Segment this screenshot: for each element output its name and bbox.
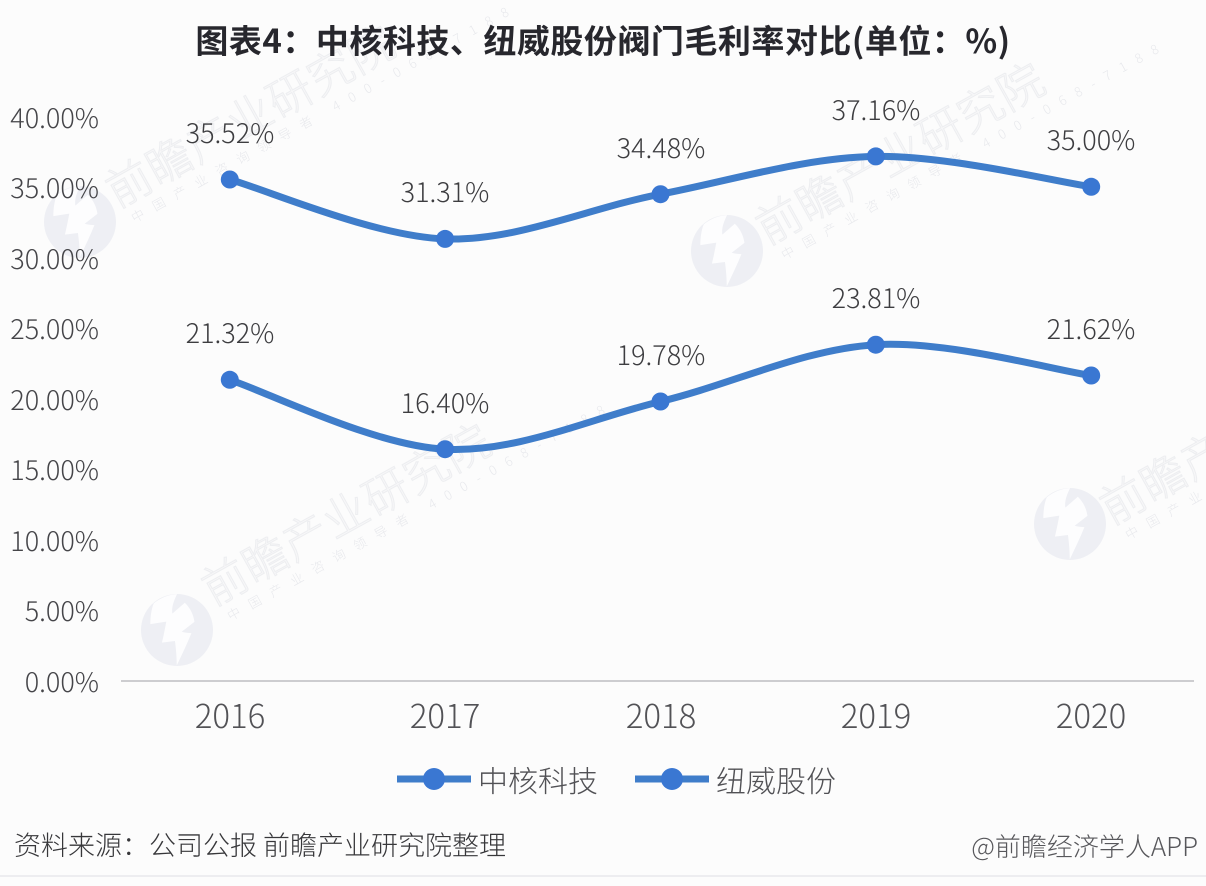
data-point-label: 35.52% (185, 112, 275, 151)
data-point-label: 21.62% (1046, 308, 1136, 347)
chart-title: 图表4：中核科技、纽威股份阀门毛利率对比(单位：%) (195, 15, 1011, 63)
data-point-label: 21.32% (185, 312, 275, 351)
data-point-marker[interactable] (220, 370, 239, 389)
data-point-marker[interactable] (651, 392, 670, 411)
data-point-marker[interactable] (436, 440, 455, 459)
data-point-marker[interactable] (651, 185, 670, 204)
data-point-label: 16.40% (400, 382, 490, 421)
data-point-label: 37.16% (831, 89, 921, 128)
data-point-marker[interactable] (1082, 177, 1101, 196)
x-tick-label: 2017 (409, 690, 481, 738)
legend-line-marker-icon (635, 768, 709, 790)
data-point-marker[interactable] (436, 229, 455, 248)
y-tick-label: 40.00% (10, 97, 99, 136)
y-tick-label: 10.00% (10, 520, 99, 559)
data-point-marker[interactable] (220, 170, 239, 189)
y-tick-label: 15.00% (10, 449, 99, 488)
data-point-label: 34.48% (616, 127, 706, 166)
attribution: @前瞻经济学人APP (971, 827, 1198, 864)
y-tick-label: 30.00% (10, 238, 99, 277)
y-tick-label: 35.00% (10, 167, 99, 206)
legend-label: 中核科技 (478, 757, 598, 801)
legend-item[interactable]: 纽威股份 (635, 757, 859, 801)
x-tick-label: 2019 (840, 690, 912, 738)
legend-item[interactable]: 中核科技 (397, 757, 619, 801)
y-tick-label: 5.00% (24, 590, 99, 629)
data-point-label: 23.81% (831, 277, 921, 316)
legend: 中核科技 纽威股份 (0, 757, 1206, 801)
data-point-marker[interactable] (1082, 366, 1101, 385)
bottom-divider (0, 875, 1206, 877)
y-tick-label: 20.00% (10, 379, 99, 418)
data-point-label: 31.31% (400, 171, 490, 210)
x-tick-label: 2018 (625, 690, 697, 738)
x-tick-label: 2016 (194, 690, 266, 738)
x-tick-label: 2020 (1055, 690, 1127, 738)
y-tick-label: 25.00% (10, 308, 99, 347)
legend-line-marker-icon (397, 768, 471, 790)
x-axis-line (121, 680, 1194, 682)
y-tick-label: 0.00% (24, 661, 99, 700)
source-note: 资料来源：公司公报 前瞻产业研究院整理 (14, 824, 506, 863)
data-point-marker[interactable] (866, 147, 885, 166)
data-point-label: 19.78% (616, 334, 706, 373)
data-point-marker[interactable] (866, 335, 885, 354)
data-point-label: 35.00% (1046, 119, 1136, 158)
legend-label: 纽威股份 (716, 757, 836, 801)
